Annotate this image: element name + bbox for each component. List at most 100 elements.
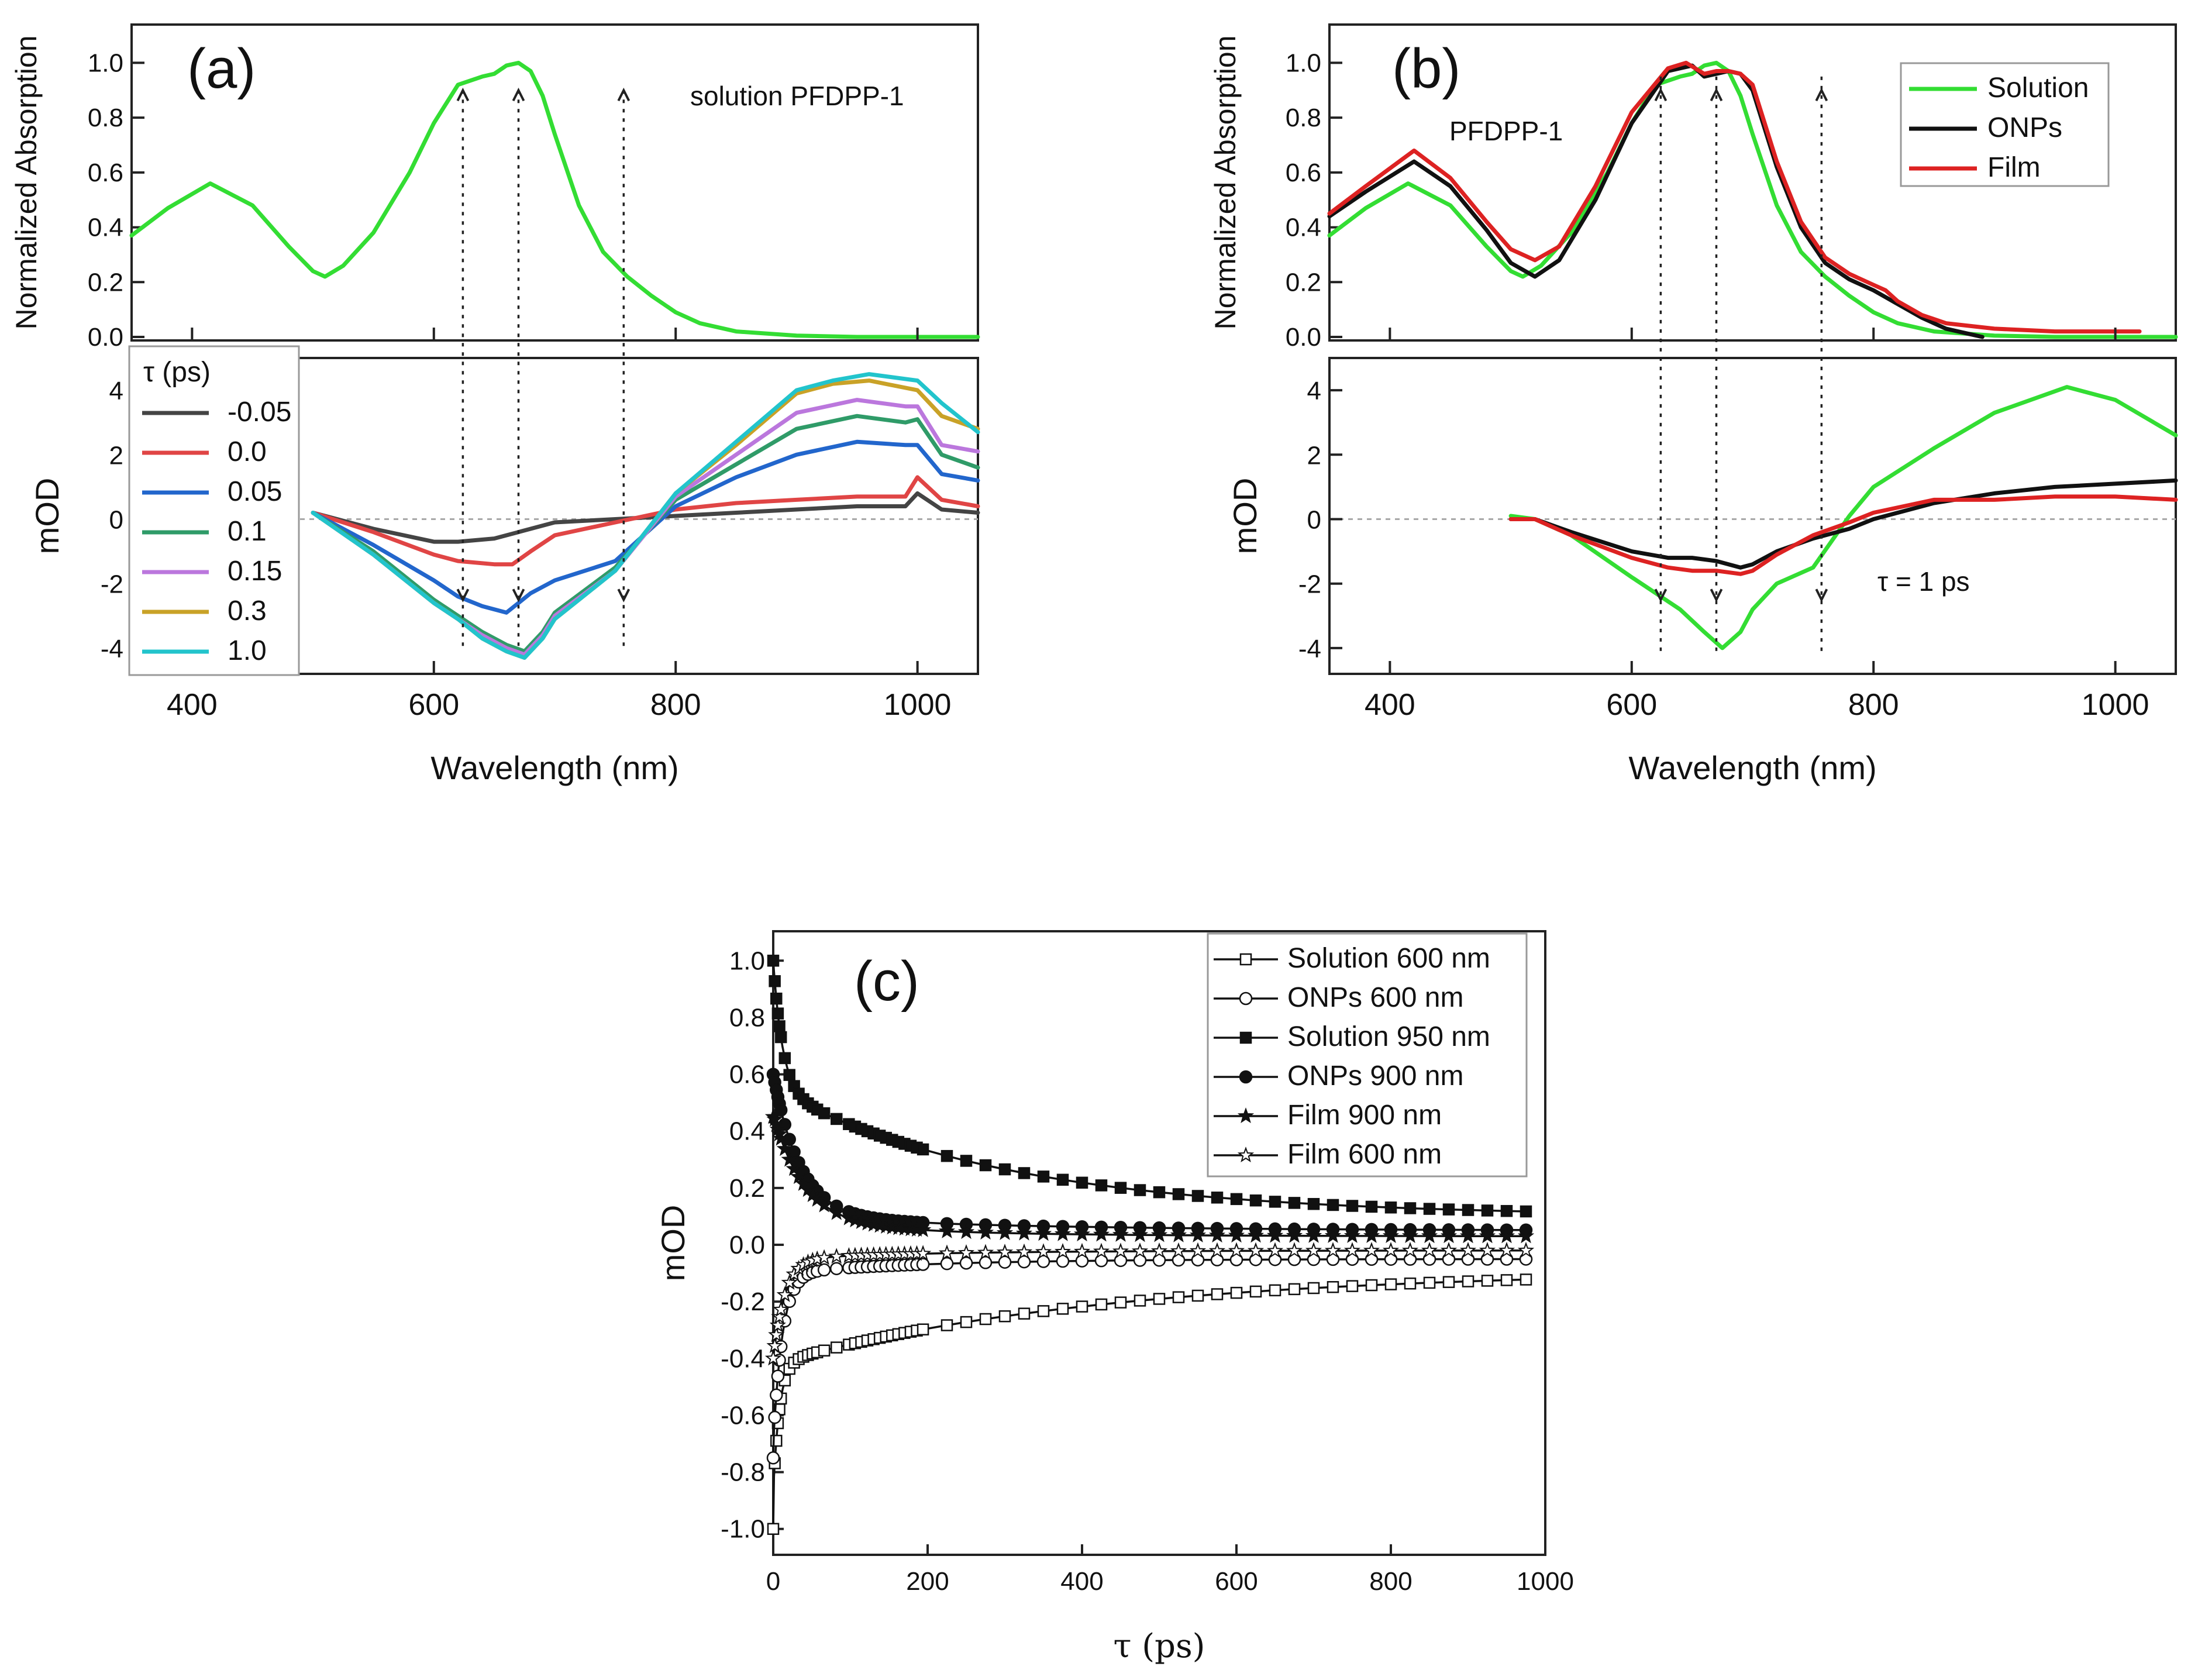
data-point	[828, 1204, 845, 1220]
data-point	[1134, 1295, 1146, 1307]
data-point	[1462, 1275, 1474, 1287]
data-point	[1073, 1242, 1091, 1259]
y-tick-label: 0.4	[729, 1117, 765, 1146]
data-point	[1015, 1224, 1033, 1241]
y-tick-label: 1.0	[1286, 49, 1321, 77]
data-point	[957, 1244, 975, 1260]
data-point	[830, 1113, 843, 1125]
arrow-up-icon	[617, 87, 631, 102]
data-point	[1189, 1226, 1207, 1242]
series-line-1-0	[311, 372, 980, 660]
data-point	[1266, 1227, 1284, 1243]
data-point	[1288, 1283, 1301, 1296]
data-point	[977, 1244, 994, 1260]
data-point	[1520, 1205, 1532, 1218]
legend-label: ONPs	[1987, 112, 2062, 143]
series-solution-600-nm	[767, 1273, 1532, 1535]
data-point	[1346, 1200, 1359, 1212]
data-point	[1459, 1241, 1477, 1258]
data-point	[1237, 1147, 1255, 1163]
data-point	[1401, 1241, 1419, 1258]
data-point	[1382, 1242, 1400, 1258]
data-point	[914, 1245, 932, 1261]
data-point	[977, 1224, 994, 1240]
y-tick-label: 2	[109, 441, 123, 470]
data-point	[1346, 1280, 1359, 1292]
data-point	[979, 1159, 992, 1172]
x-tick-label: 1000	[884, 688, 952, 722]
data-point	[1365, 1279, 1378, 1292]
series-line-solution	[129, 60, 980, 339]
x-tick-label: 800	[1369, 1567, 1412, 1596]
data-point	[773, 1130, 790, 1146]
data-point	[957, 1223, 975, 1240]
data-point	[1462, 1204, 1474, 1216]
data-point	[1191, 1190, 1204, 1202]
y-tick-label: 0	[1307, 506, 1321, 535]
x-tick-label: 800	[650, 688, 701, 722]
data-point	[1095, 1298, 1108, 1311]
data-point	[1269, 1196, 1281, 1208]
data-point	[1114, 1296, 1127, 1309]
y-axis-label: mOD	[654, 1205, 691, 1282]
data-point	[1056, 1303, 1069, 1315]
data-point	[1035, 1243, 1052, 1259]
data-point	[959, 1256, 973, 1270]
arrow-down-icon	[1654, 588, 1668, 603]
data-point	[1423, 1203, 1436, 1215]
data-point	[1150, 1226, 1168, 1242]
data-point	[828, 1248, 845, 1264]
data-point	[1037, 1171, 1050, 1183]
y-tick-label: 0.8	[729, 1003, 765, 1032]
data-point	[795, 1175, 812, 1191]
y-tick-label: 0.4	[88, 214, 123, 242]
data-point	[1054, 1225, 1072, 1241]
annotation-text: τ = 1 ps	[1877, 566, 1970, 597]
data-point	[1423, 1276, 1436, 1289]
data-point	[774, 1031, 787, 1044]
data-point	[1131, 1242, 1149, 1259]
x-tick-label: 600	[1215, 1567, 1258, 1596]
data-point	[1054, 1242, 1072, 1259]
data-point	[1421, 1241, 1438, 1258]
legend-label: Solution	[1987, 73, 2089, 104]
data-point	[766, 1451, 780, 1465]
y-tick-label: 0.8	[1286, 104, 1321, 132]
series-line-film	[1327, 60, 2142, 334]
x-tick-label: 600	[408, 688, 459, 722]
data-point	[770, 1388, 783, 1402]
series-solution-950-nm	[767, 955, 1532, 1218]
data-point	[764, 1349, 782, 1366]
legend-label: Film	[1987, 152, 2041, 183]
data-point	[1095, 1179, 1108, 1192]
data-point	[769, 1316, 787, 1333]
x-axis-label: Wavelength (nm)	[1628, 749, 1876, 786]
data-point	[1237, 1107, 1255, 1124]
arrow-up-icon	[1710, 87, 1723, 102]
x-tick-label: 800	[1848, 688, 1899, 722]
data-point	[1230, 1286, 1243, 1299]
y-tick-label: 1.0	[729, 946, 765, 975]
data-point	[1093, 1225, 1110, 1242]
arrow-down-icon	[1710, 588, 1723, 603]
data-point	[1112, 1225, 1129, 1242]
arrow-down-icon	[456, 588, 470, 603]
data-point	[809, 1190, 826, 1207]
data-point	[767, 1523, 780, 1535]
data-point	[940, 1256, 954, 1271]
annotation-text: solution PFDPP-1	[690, 81, 904, 111]
y-tick-label: 2	[1307, 441, 1321, 470]
data-point	[1343, 1227, 1361, 1243]
legend-label: 0.3	[228, 595, 267, 626]
data-point	[1191, 1289, 1204, 1302]
series-line-onps	[1327, 63, 1985, 339]
legend-label: Film 900 nm	[1287, 1100, 1442, 1131]
data-point	[1249, 1194, 1262, 1207]
data-point	[960, 1155, 973, 1167]
legend-label: Solution 950 nm	[1287, 1021, 1490, 1052]
data-point	[1307, 1282, 1320, 1295]
data-point	[1230, 1193, 1243, 1206]
data-point	[1036, 1255, 1050, 1268]
x-tick-label: 0	[766, 1567, 780, 1596]
x-tick-label: 400	[1365, 688, 1415, 722]
